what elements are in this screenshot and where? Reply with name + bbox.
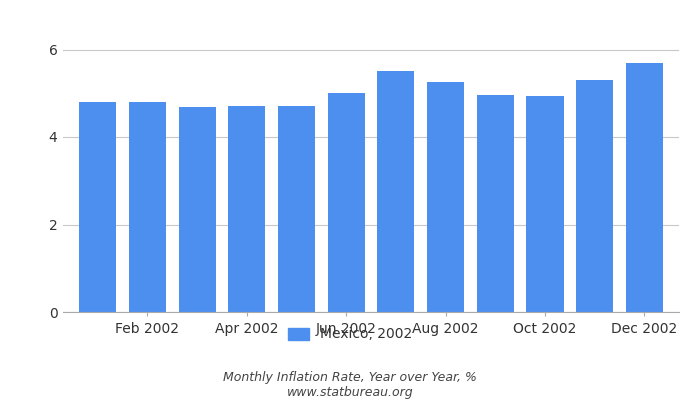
Bar xyxy=(576,80,613,312)
Bar xyxy=(178,107,216,312)
Text: Monthly Inflation Rate, Year over Year, %: Monthly Inflation Rate, Year over Year, … xyxy=(223,372,477,384)
Bar xyxy=(129,102,166,312)
Legend: Mexico, 2002: Mexico, 2002 xyxy=(282,322,418,347)
Bar xyxy=(278,106,315,312)
Bar xyxy=(377,71,414,312)
Bar xyxy=(328,93,365,312)
Bar xyxy=(228,106,265,312)
Bar xyxy=(427,82,464,312)
Bar xyxy=(526,96,564,312)
Bar xyxy=(79,102,116,312)
Text: www.statbureau.org: www.statbureau.org xyxy=(287,386,413,399)
Bar xyxy=(626,63,663,312)
Bar xyxy=(477,96,514,312)
